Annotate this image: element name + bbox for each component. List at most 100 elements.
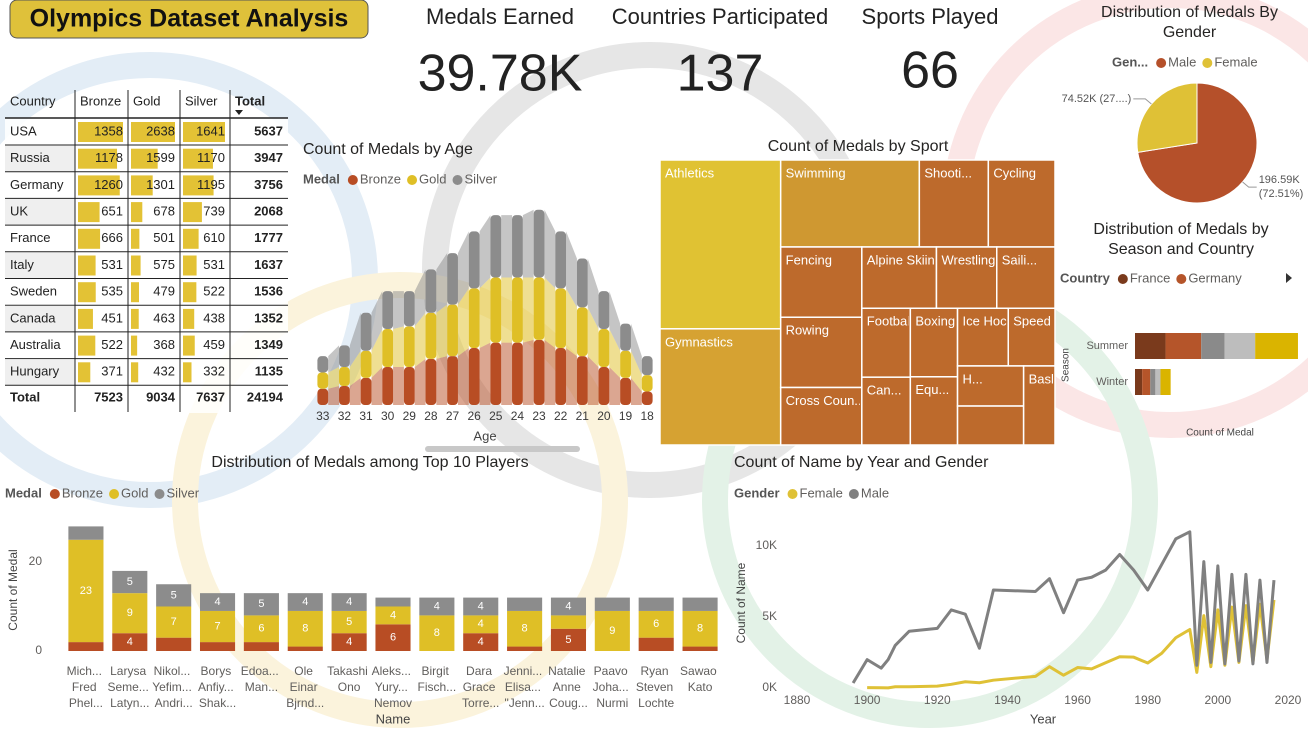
- bar-segment: [375, 597, 411, 607]
- data-bar: [183, 228, 199, 249]
- chart-title: Distribution of Medals By Gender: [1101, 4, 1278, 41]
- treemap-cell: [779, 159, 921, 248]
- label-line: Yury...: [375, 680, 408, 694]
- ribbon-bar: [641, 375, 653, 392]
- scroll-bar[interactable]: [425, 446, 580, 452]
- treemap-cell: [659, 159, 782, 330]
- label-line: Anfiy...: [198, 680, 234, 694]
- treemap-cell: [861, 246, 938, 310]
- data-bar: [183, 282, 197, 303]
- data-bar: [131, 308, 139, 329]
- x-tick-label: Mich... Fred Phel...: [67, 664, 106, 710]
- label-line: Anne: [553, 680, 581, 694]
- ribbon-bar: [555, 231, 567, 289]
- ribbon-bar: [339, 345, 350, 368]
- cell-label: Sweden: [10, 284, 57, 299]
- data-bar: [131, 202, 143, 223]
- ribbon-bar: [382, 291, 394, 330]
- cell-label: Germany: [10, 177, 64, 192]
- legend-next-arrow[interactable]: [1286, 273, 1292, 283]
- ribbon: [630, 350, 642, 392]
- label-line: "Jenn...: [504, 696, 544, 710]
- bar-segment: [375, 606, 411, 625]
- label-line: Torre...: [462, 696, 499, 710]
- ribbon: [544, 277, 556, 349]
- title-box: [9, 0, 369, 39]
- bar-segment: [156, 606, 192, 638]
- data-bar: [78, 175, 120, 196]
- data-label: 5: [346, 616, 352, 628]
- bar-segment: [419, 615, 455, 651]
- bar-segment: [375, 624, 411, 651]
- ribbon: [414, 358, 426, 405]
- label-line: Paavo: [594, 664, 628, 678]
- data-bar: [131, 148, 158, 169]
- ribbon: [609, 367, 621, 405]
- data-bar: [78, 202, 100, 223]
- label-line: Takashi: [327, 664, 368, 678]
- cell-number: 1358: [94, 123, 123, 138]
- cell-number: 666: [101, 230, 123, 245]
- ribbon-bar: [382, 329, 394, 368]
- label-line: Seme...: [107, 680, 148, 694]
- kpi-value: 137: [677, 45, 764, 103]
- x-tick-label: 25: [489, 409, 503, 423]
- x-tick-label: Ryan Steven Lochte: [636, 664, 677, 710]
- data-label: 4: [390, 609, 396, 621]
- ribbon: [414, 269, 426, 327]
- treemap-cell: [987, 159, 1056, 248]
- cell-number: 3947: [254, 150, 283, 165]
- bar-segment: [682, 597, 718, 611]
- ribbon-bar: [490, 277, 502, 343]
- sort-indicator[interactable]: [235, 110, 243, 115]
- cell-number: 739: [203, 204, 225, 219]
- ribbon-bar: [447, 253, 458, 305]
- kpi-value: 39.78K: [418, 45, 583, 103]
- ribbon: [436, 356, 448, 405]
- cell-label: Total: [10, 389, 40, 404]
- data-label: 4: [302, 596, 308, 608]
- bar-segment: [1165, 333, 1202, 359]
- x-tick-label: Paavo Joha... Nurmi: [593, 664, 632, 710]
- x-tick-label: Ole Einar Bjrnd...: [286, 664, 324, 710]
- cell-number: 531: [101, 257, 123, 272]
- cell-number: 1599: [146, 150, 175, 165]
- ribbon: [501, 277, 513, 343]
- label-line: Mich...: [67, 664, 102, 678]
- legend-marker: [49, 489, 60, 499]
- table-header: Bronze: [80, 93, 121, 108]
- label-line: Jenni...: [504, 664, 543, 678]
- cell-label: USA: [10, 123, 37, 138]
- chart-title: Distribution of Medals among Top 10 Play…: [211, 454, 528, 471]
- cell-number: 1260: [94, 177, 123, 192]
- x-tick-label: Natalie Anne Coug...: [548, 664, 589, 710]
- ribbon-bar: [339, 367, 350, 387]
- bar-segment: [199, 593, 236, 611]
- data-label: 4: [478, 618, 484, 630]
- ribbon: [566, 231, 577, 308]
- bar-segment: [243, 593, 279, 616]
- bar-segment: [463, 615, 499, 634]
- kpi-label: Sports Played: [862, 4, 999, 29]
- legend-marker: [1156, 58, 1167, 68]
- label-line: Borys: [201, 664, 232, 678]
- ribbon: [587, 307, 599, 368]
- data-bar: [78, 282, 96, 303]
- x-tick-label: Sawao Kato: [680, 664, 720, 694]
- x-tick-label: 23: [532, 409, 546, 423]
- y-tick-label: 10K: [756, 538, 777, 552]
- bar-segment: [419, 597, 455, 616]
- cell-number: 522: [101, 337, 123, 352]
- ribbon: [393, 291, 404, 330]
- treemap-label: Basket...: [1029, 371, 1080, 386]
- legend-title: Medal: [303, 171, 340, 186]
- bar-segment: [243, 642, 279, 651]
- label-line: Grace: [463, 680, 496, 694]
- treemap-label: Cycling: [993, 165, 1036, 180]
- legend-marker: [848, 489, 859, 499]
- label-line: Andri...: [155, 696, 193, 710]
- data-label: 6: [390, 632, 396, 644]
- data-bar: [131, 228, 140, 249]
- bar-segment: [682, 646, 718, 651]
